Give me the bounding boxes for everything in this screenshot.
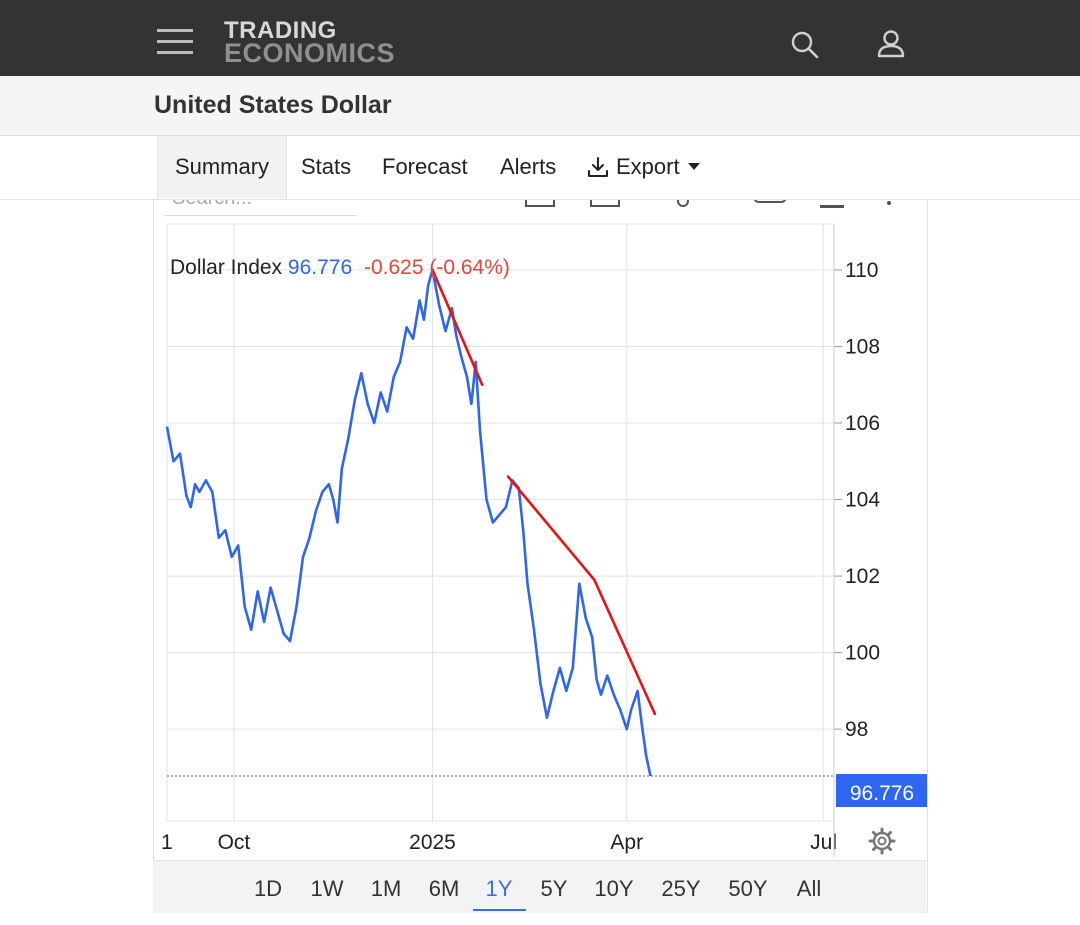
- range-10y[interactable]: 10Y: [594, 876, 634, 901]
- chevron-down-icon: [688, 163, 700, 170]
- range-1y[interactable]: 1Y: [485, 876, 513, 901]
- tab-stats[interactable]: Stats: [301, 136, 351, 198]
- more-icon[interactable]: [887, 201, 891, 205]
- menu-icon[interactable]: [157, 27, 193, 55]
- title-bar: United States Dollar: [0, 76, 1080, 136]
- tab-export[interactable]: Export: [586, 136, 700, 198]
- y-tick-label: 102: [845, 565, 880, 588]
- top-navbar: TRADING ECONOMICS: [0, 0, 1080, 76]
- tab-alerts-label: Alerts: [500, 154, 557, 179]
- range-5y[interactable]: 5Y: [540, 876, 568, 901]
- tab-alerts[interactable]: Alerts: [500, 136, 556, 198]
- x-tick-label: Apr: [610, 831, 643, 854]
- y-tick-label: 98: [845, 718, 868, 741]
- range-1d[interactable]: 1D: [253, 876, 283, 901]
- y-tick-label: 106: [845, 412, 880, 435]
- tab-forecast[interactable]: Forecast: [382, 136, 468, 198]
- y-tick-label: 110: [845, 259, 878, 282]
- legend-series-name: Dollar Index: [170, 256, 283, 279]
- user-icon[interactable]: [876, 29, 906, 64]
- search-underline: [164, 215, 357, 216]
- tab-forecast-label: Forecast: [382, 154, 468, 179]
- y-tick-label: 104: [845, 489, 880, 512]
- fullscreen-icon[interactable]: [820, 199, 844, 208]
- compare-icon[interactable]: [677, 199, 689, 207]
- tab-summary[interactable]: Summary: [157, 136, 287, 198]
- search-icon[interactable]: [790, 30, 820, 65]
- trendline: [506, 475, 596, 582]
- y-tick-label: 100: [845, 642, 880, 665]
- x-tick-label: Jul: [810, 831, 837, 854]
- last-value-badge: [836, 773, 927, 807]
- y-tick-label: 108: [845, 335, 880, 358]
- trendline: [593, 578, 657, 716]
- range-50y[interactable]: 50Y: [728, 876, 768, 901]
- trendline: [431, 268, 484, 387]
- series-line-dollar-index: [165, 268, 652, 777]
- download-icon: [588, 157, 608, 177]
- range-6m[interactable]: 6M: [428, 876, 460, 901]
- range-1m[interactable]: 1M: [370, 876, 402, 901]
- x-tick-label: 1: [161, 831, 173, 854]
- chart-settings-icon[interactable]: [867, 826, 897, 861]
- range-selector: 1D 1W 1M 6M 1Y 5Y 10Y 25Y 50Y All: [153, 860, 926, 913]
- range-25y[interactable]: 25Y: [661, 876, 701, 901]
- tab-stats-label: Stats: [301, 154, 352, 179]
- x-tick-label: Oct: [218, 831, 251, 854]
- tab-bar: Summary Stats Forecast Alerts Export: [0, 136, 1080, 200]
- active-range-underline: [473, 909, 526, 911]
- x-tick-label: 2025: [409, 831, 456, 854]
- calendar-icon[interactable]: [590, 199, 620, 207]
- site-logo[interactable]: TRADING ECONOMICS: [224, 17, 396, 68]
- legend-change: -0.625: [363, 256, 424, 279]
- range-1w[interactable]: 1W: [310, 876, 344, 901]
- logo-line-1: TRADING: [224, 17, 337, 44]
- logo-line-2: ECONOMICS: [224, 38, 396, 68]
- tab-summary-label: Summary: [174, 154, 270, 179]
- price-chart[interactable]: 98 100 102 104 106 108 110 1 Oct 2025 Apr Jul 96.776: [154, 199, 927, 912]
- range-all[interactable]: All: [796, 876, 822, 901]
- plot-area-border: [166, 223, 835, 822]
- chart-panel: Search... 98 100 102 104 106 108 110 1 Oct 2025 Ap…: [153, 199, 928, 913]
- page-title: United States Dollar: [154, 91, 392, 119]
- chart-legend: Dollar Index 96.776 -0.625 (-0.64%): [170, 256, 510, 280]
- legend-last-value: 96.776: [287, 256, 353, 279]
- legend-change-pct: (-0.64%): [429, 256, 510, 279]
- search-input[interactable]: Search...: [172, 199, 252, 210]
- last-value-badge-label: 96.776: [850, 782, 914, 805]
- chart-type-icon[interactable]: [525, 199, 555, 207]
- tab-export-label: Export: [616, 154, 680, 179]
